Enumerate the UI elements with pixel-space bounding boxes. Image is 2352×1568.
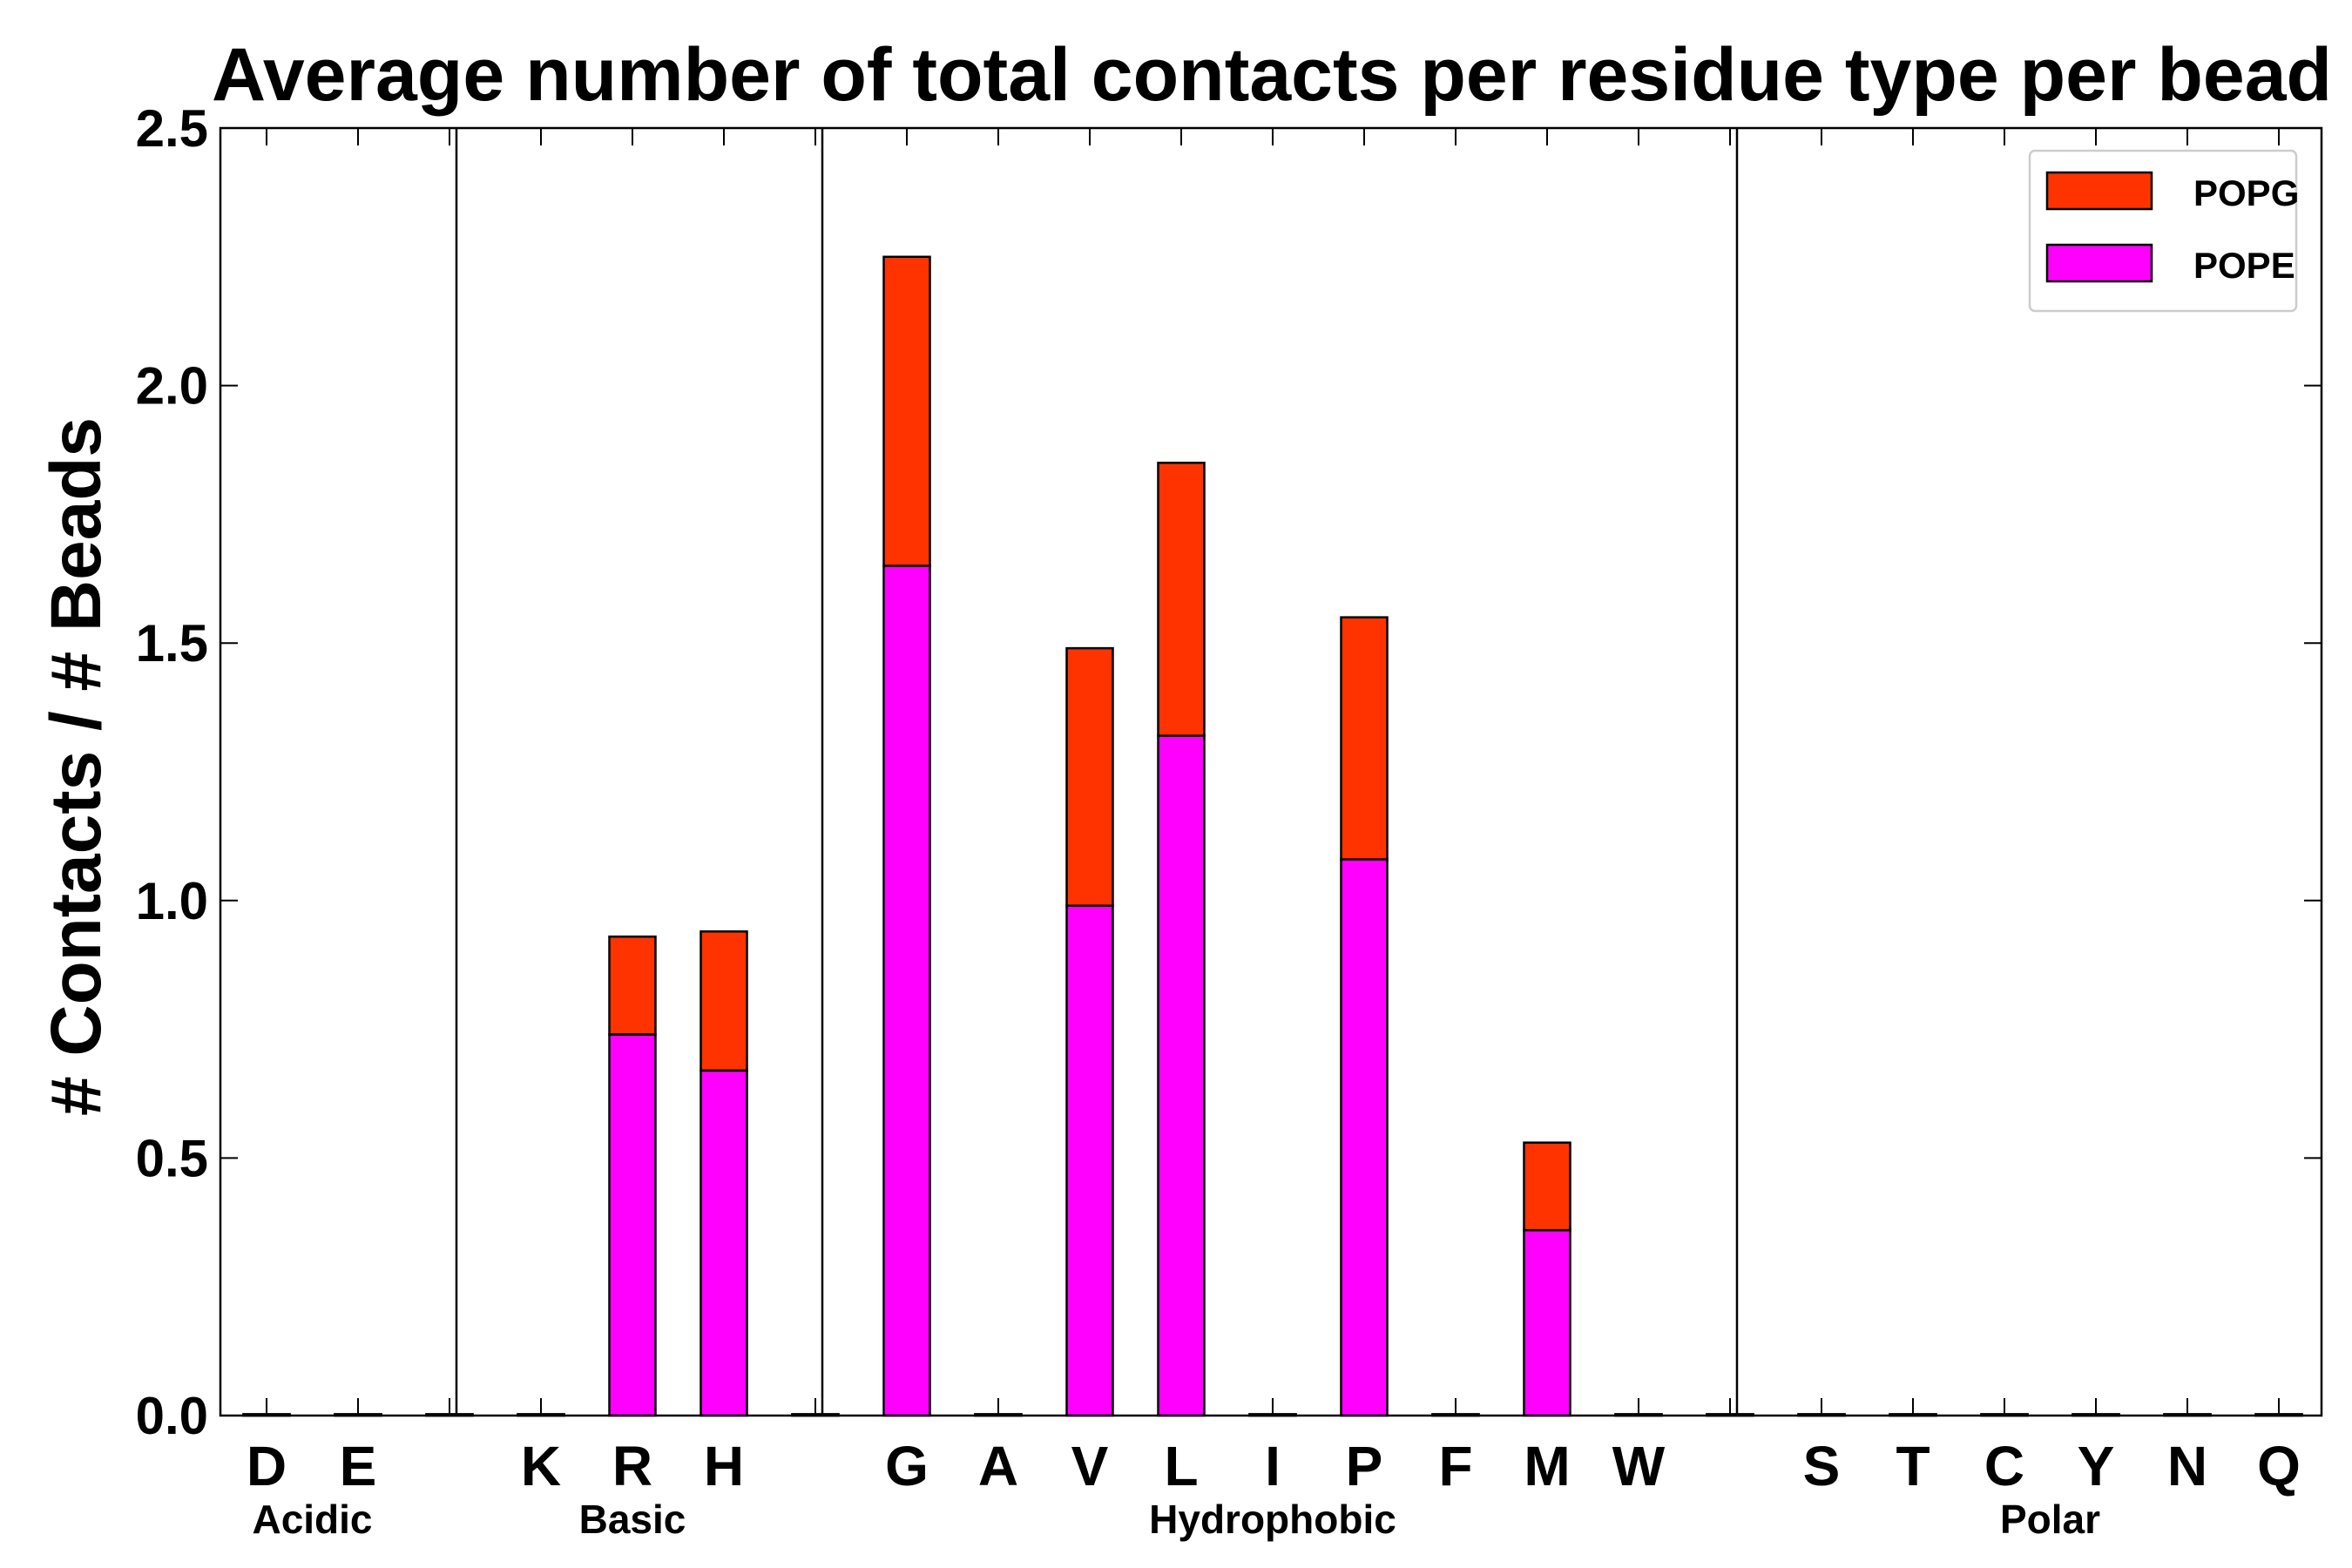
x-tick-label-l: L — [1164, 1435, 1198, 1497]
bar-pope-m-14 — [1523, 1228, 1571, 1417]
bar-popg-p-12 — [1340, 616, 1389, 861]
y-tick-label-5: 2.5 — [136, 99, 208, 158]
bar-popg-v-9 — [1065, 646, 1114, 907]
legend-swatch-pope — [2045, 243, 2153, 283]
group-label-polar: Polar — [2000, 1497, 2100, 1542]
bar-popg-h-5 — [700, 930, 748, 1072]
x-tick-label-e: E — [340, 1435, 377, 1497]
bar-pope-p-12 — [1340, 858, 1389, 1417]
x-tick-label-d: D — [247, 1435, 287, 1497]
x-tick-label-a: A — [978, 1435, 1018, 1497]
legend-label-pope: POPE — [2193, 245, 2295, 286]
x-tick-label-g: G — [885, 1435, 929, 1497]
x-tick-label-m: M — [1524, 1435, 1570, 1497]
chart-title: Average number of total contacts per res… — [212, 33, 2332, 117]
x-tick-label-q: Q — [2257, 1435, 2301, 1497]
bar-popg-l-10 — [1157, 462, 1206, 737]
bar-popg-r-4 — [608, 935, 657, 1036]
x-tick-label-k: K — [521, 1435, 561, 1497]
group-label-acidic: Acidic — [252, 1497, 372, 1542]
bar-pope-l-10 — [1157, 734, 1206, 1417]
bar-pope-v-9 — [1065, 904, 1114, 1417]
axes-frame — [219, 126, 2323, 1417]
legend-label-popg: POPG — [2193, 172, 2299, 213]
x-tick-label-y: Y — [2078, 1435, 2115, 1497]
y-tick-label-3: 1.5 — [136, 614, 208, 672]
y-axis-label: # Contacts / # Beads — [37, 417, 116, 1116]
bar-pope-h-5 — [700, 1069, 748, 1417]
bar-popg-m-14 — [1523, 1141, 1571, 1232]
y-tick-label-2: 1.0 — [136, 872, 208, 930]
x-tick-label-t: T — [1896, 1435, 1930, 1497]
y-tick-label-4: 2.0 — [136, 357, 208, 416]
x-tick-label-n: N — [2167, 1435, 2207, 1497]
y-tick-label-1: 0.5 — [136, 1129, 208, 1187]
x-tick-label-p: P — [1346, 1435, 1383, 1497]
x-tick-label-h: H — [704, 1435, 744, 1497]
x-tick-label-r: R — [612, 1435, 652, 1497]
group-label-hydrophobic: Hydrophobic — [1149, 1497, 1396, 1542]
x-tick-label-s: S — [1803, 1435, 1841, 1497]
bar-popg-g-7 — [882, 255, 931, 567]
x-tick-label-c: C — [1984, 1435, 2024, 1497]
legend-swatch-popg — [2045, 171, 2153, 211]
x-tick-label-i: I — [1265, 1435, 1281, 1497]
x-tick-label-f: F — [1438, 1435, 1472, 1497]
legend: POPG POPE — [2028, 149, 2299, 313]
bar-pope-r-4 — [608, 1033, 657, 1417]
x-tick-label-v: V — [1071, 1435, 1109, 1497]
y-tick-label-0: 0.0 — [136, 1387, 208, 1445]
bar-pope-g-7 — [882, 564, 931, 1417]
group-label-basic: Basic — [579, 1497, 686, 1542]
x-tick-label-w: W — [1612, 1435, 1666, 1497]
